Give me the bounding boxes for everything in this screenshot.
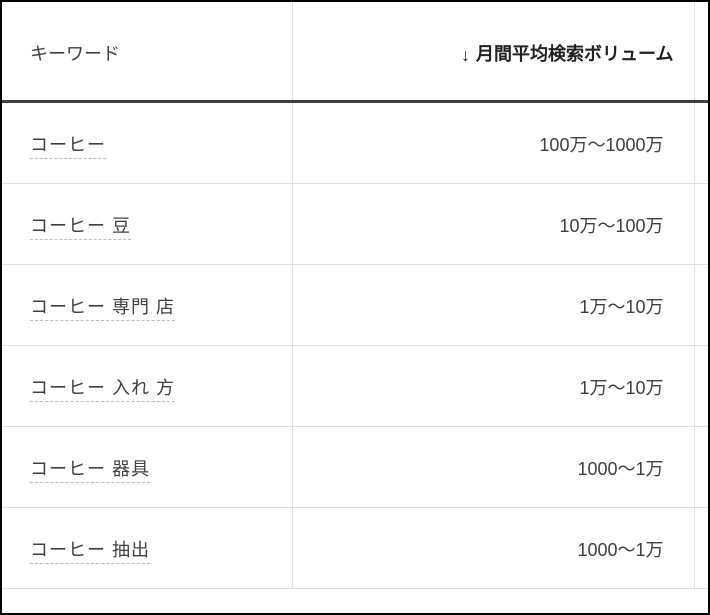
keyword-cell[interactable]: コーヒー <box>2 102 292 184</box>
keyword-table-container: キーワード ↓ 月間平均検索ボリューム コーヒー 100万～1000万コーヒー 豆 1… <box>0 0 710 615</box>
volume-cell: 10万～100万 <box>292 184 694 265</box>
keyword-header-label: キーワード <box>30 44 120 64</box>
column-header-keyword[interactable]: キーワード <box>2 2 292 102</box>
keyword-cell[interactable]: コーヒー 豆 <box>2 184 292 265</box>
keyword-text: コーヒー 豆 <box>30 216 131 240</box>
table-header-row: キーワード ↓ 月間平均検索ボリューム <box>2 2 708 102</box>
keyword-text: コーヒー 抽出 <box>30 540 150 564</box>
trailing-cell <box>694 265 708 346</box>
keyword-cell[interactable]: コーヒー 抽出 <box>2 508 292 589</box>
table-row[interactable]: コーヒー 100万～1000万 <box>2 102 708 184</box>
sort-descending-icon: ↓ <box>461 45 470 66</box>
table-row[interactable]: コーヒー 入れ 方 1万～10万 <box>2 346 708 427</box>
trailing-cell <box>694 184 708 265</box>
column-header-volume[interactable]: ↓ 月間平均検索ボリューム <box>292 2 694 102</box>
volume-header-label: 月間平均検索ボリューム <box>476 44 673 64</box>
keyword-text: コーヒー 器具 <box>30 459 150 483</box>
table-row[interactable]: コーヒー 専門 店 1万～10万 <box>2 265 708 346</box>
volume-cell: 100万～1000万 <box>292 102 694 184</box>
keyword-cell[interactable]: コーヒー 専門 店 <box>2 265 292 346</box>
trailing-cell <box>694 346 708 427</box>
table-row[interactable]: コーヒー 豆 10万～100万 <box>2 184 708 265</box>
keyword-text: コーヒー <box>30 135 106 159</box>
table-row[interactable]: コーヒー 器具 1000～1万 <box>2 427 708 508</box>
keyword-cell[interactable]: コーヒー 器具 <box>2 427 292 508</box>
trailing-cell <box>694 427 708 508</box>
trailing-cell <box>694 508 708 589</box>
keyword-text: コーヒー 入れ 方 <box>30 378 175 402</box>
table-row[interactable]: コーヒー 抽出 1000～1万 <box>2 508 708 589</box>
keyword-volume-table: キーワード ↓ 月間平均検索ボリューム コーヒー 100万～1000万コーヒー 豆 1… <box>2 2 708 589</box>
volume-cell: 1000～1万 <box>292 508 694 589</box>
volume-cell: 1万～10万 <box>292 265 694 346</box>
trailing-cell <box>694 102 708 184</box>
volume-cell: 1万～10万 <box>292 346 694 427</box>
keyword-text: コーヒー 専門 店 <box>30 297 175 321</box>
keyword-cell[interactable]: コーヒー 入れ 方 <box>2 346 292 427</box>
volume-cell: 1000～1万 <box>292 427 694 508</box>
column-header-trailing <box>694 2 708 102</box>
